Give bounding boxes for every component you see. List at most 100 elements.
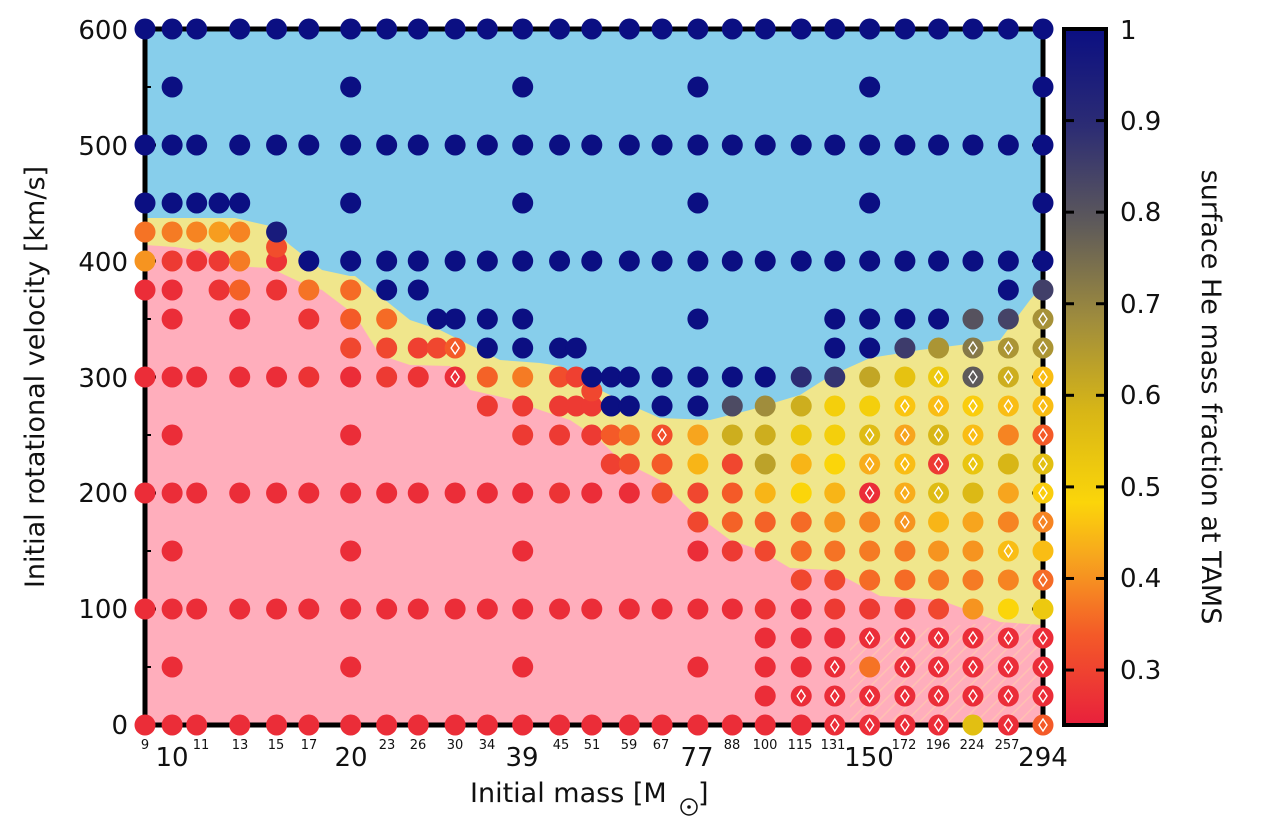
data-point	[444, 134, 466, 156]
data-point	[266, 18, 288, 40]
data-point	[1032, 279, 1054, 301]
data-point	[444, 18, 466, 40]
data-point	[790, 598, 812, 620]
data-point	[687, 395, 709, 417]
data-point	[894, 656, 916, 678]
data-point	[754, 656, 776, 678]
data-point	[512, 134, 534, 156]
data-point	[298, 18, 320, 40]
data-point	[928, 714, 950, 736]
x-minor-tick-label: 59	[621, 738, 638, 753]
data-point	[476, 250, 498, 272]
data-point	[859, 18, 881, 40]
data-point	[161, 134, 183, 156]
data-point	[512, 540, 534, 562]
data-point	[894, 598, 916, 620]
data-point	[824, 366, 846, 388]
y-tick-labels: 0 100 200 300 400 500 600	[78, 16, 128, 741]
x-minor-tick-label: 115	[788, 738, 813, 753]
data-point	[962, 569, 984, 591]
data-point	[376, 714, 398, 736]
data-point	[581, 395, 603, 417]
data-point	[721, 18, 743, 40]
data-point	[618, 18, 640, 40]
data-point	[1032, 656, 1054, 678]
data-point	[512, 598, 534, 620]
x-minor-tick-label: 131	[821, 738, 846, 753]
data-point	[340, 279, 362, 301]
data-point	[721, 482, 743, 504]
data-point	[229, 250, 251, 272]
data-point	[134, 279, 156, 301]
data-point	[962, 308, 984, 330]
data-point	[266, 598, 288, 620]
data-point	[754, 424, 776, 446]
data-point	[894, 540, 916, 562]
data-point	[565, 395, 587, 417]
data-point	[928, 511, 950, 533]
data-point	[687, 511, 709, 533]
data-point	[894, 627, 916, 649]
diamond-marker	[450, 340, 460, 356]
data-point	[790, 453, 812, 475]
data-point	[754, 366, 776, 388]
data-point	[161, 221, 183, 243]
data-point	[824, 627, 846, 649]
data-point	[928, 18, 950, 40]
data-point	[476, 18, 498, 40]
data-point	[1032, 76, 1054, 98]
data-point	[376, 134, 398, 156]
data-point	[859, 192, 881, 214]
diamond-marker	[933, 398, 944, 414]
diamond-marker	[1003, 688, 1014, 704]
data-point	[721, 714, 743, 736]
data-point	[229, 598, 251, 620]
data-point	[754, 540, 776, 562]
diamond-marker	[1038, 630, 1048, 646]
diamond-marker	[968, 427, 978, 443]
y-tick-label: 200	[78, 479, 128, 509]
data-point	[997, 250, 1019, 272]
data-point	[962, 627, 984, 649]
data-point	[754, 511, 776, 533]
diamond-marker	[900, 514, 910, 530]
data-point	[476, 395, 498, 417]
x-minor-tick-label: 172	[892, 738, 917, 753]
data-point	[134, 714, 156, 736]
data-point	[340, 598, 362, 620]
diamond-marker	[900, 717, 910, 733]
data-point	[426, 308, 448, 330]
data-point	[376, 337, 398, 359]
colorbar-tick-marks	[1064, 27, 1106, 672]
x-minor-tick-label: 257	[995, 738, 1020, 753]
data-point	[444, 598, 466, 620]
x-major-tick-labels: 10 20 39 77 150 294	[155, 743, 1067, 773]
diamond-marker	[864, 688, 875, 704]
diamond-marker	[657, 427, 667, 443]
data-point	[161, 366, 183, 388]
data-point	[298, 598, 320, 620]
data-point	[894, 482, 916, 504]
diamond-marker	[968, 340, 978, 356]
data-point	[340, 76, 362, 98]
diamond-marker	[1038, 572, 1048, 588]
data-point	[340, 540, 362, 562]
data-point	[790, 18, 812, 40]
data-point	[565, 337, 587, 359]
x-minor-tick-label: 17	[301, 738, 318, 753]
data-point	[754, 685, 776, 707]
data-point	[298, 279, 320, 301]
diamond-marker	[933, 485, 944, 501]
data-point	[161, 308, 183, 330]
data-point	[376, 366, 398, 388]
data-point	[687, 134, 709, 156]
data-point	[298, 482, 320, 504]
diamond-marker	[1038, 717, 1048, 733]
diamond-marker	[900, 688, 910, 704]
data-point	[962, 598, 984, 620]
data-point	[824, 395, 846, 417]
data-point	[754, 134, 776, 156]
data-point	[790, 366, 812, 388]
data-point	[476, 134, 498, 156]
data-point	[1032, 714, 1054, 736]
